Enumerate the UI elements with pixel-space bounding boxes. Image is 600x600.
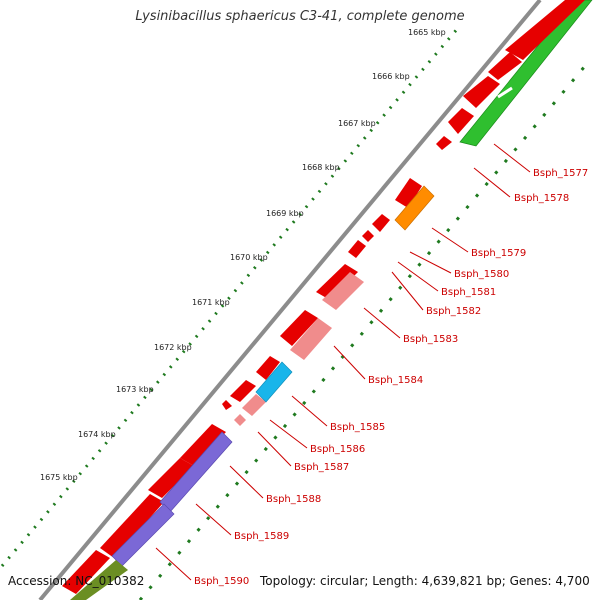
gene-arrow xyxy=(348,240,366,258)
leader-line xyxy=(195,503,232,536)
gene-reverse xyxy=(234,414,246,426)
ruler-label: 1669 kbp xyxy=(266,209,304,218)
inner-dashed-track xyxy=(138,59,592,600)
gene-label[interactable]: Bsph_1590 xyxy=(194,576,249,587)
genome-backbone xyxy=(38,0,542,600)
gene-arrow xyxy=(436,136,452,150)
gene-arrow xyxy=(222,400,232,410)
ruler-label: 1672 kbp xyxy=(154,343,192,352)
gene-arrow xyxy=(256,356,280,380)
gene-label[interactable]: Bsph_1577 xyxy=(533,168,588,179)
gene-label[interactable]: Bsph_1578 xyxy=(514,193,569,204)
gene-arrow xyxy=(100,494,164,558)
leader-line xyxy=(155,547,192,581)
orange-feature xyxy=(394,185,435,231)
leader-lines xyxy=(155,143,531,581)
accession-value: NC_010382 xyxy=(75,574,145,588)
ruler-label: 1671 kbp xyxy=(192,298,230,307)
ruler-labels: 1665 kbp 1666 kbp 1667 kbp 1668 kbp 1669 kbp… xyxy=(40,28,446,482)
gene-arrow xyxy=(230,380,256,402)
topology-value: circular xyxy=(319,574,365,588)
gene-arrow xyxy=(463,76,500,108)
ruler-label: 1673 kbp xyxy=(116,385,154,394)
topology-label: Topology: xyxy=(260,574,317,588)
leader-line xyxy=(397,261,439,292)
gene-reverse xyxy=(242,394,266,416)
gene-arrow xyxy=(395,178,422,208)
ruler-label: 1674 kbp xyxy=(78,430,116,439)
ruler-dotted-track xyxy=(0,27,460,567)
leader-line xyxy=(431,227,469,253)
gene-arrow xyxy=(280,310,318,346)
gene-arrow xyxy=(62,550,110,594)
leader-line xyxy=(229,465,264,499)
olive-feature xyxy=(70,560,128,600)
map-title: Lysinibacillus sphaericus C3-41, complet… xyxy=(135,9,465,24)
ruler-label: 1665 kbp xyxy=(408,28,446,37)
gene-arrow xyxy=(448,108,474,134)
leader-line xyxy=(493,143,531,173)
leader-line xyxy=(291,395,328,427)
ruler-label: 1666 kbp xyxy=(372,72,410,81)
gene-arrow xyxy=(372,214,390,232)
green-track-segment xyxy=(459,0,593,147)
gene-arrow xyxy=(316,264,358,300)
gene-label[interactable]: Bsph_1580 xyxy=(454,269,509,280)
gene-label[interactable]: Bsph_1583 xyxy=(403,334,458,345)
length-value: 4,639,821 bp xyxy=(421,574,502,588)
gene-label[interactable]: Bsph_1581 xyxy=(441,287,496,298)
gene-label[interactable]: Bsph_1584 xyxy=(368,375,423,386)
gene-label[interactable]: Bsph_1587 xyxy=(294,462,349,473)
leader-line xyxy=(363,307,401,339)
leader-line xyxy=(269,419,308,449)
gene-reverse xyxy=(290,318,332,360)
genes-label: Genes: xyxy=(509,574,552,588)
ruler-label: 1667 kbp xyxy=(338,119,376,128)
gene-label[interactable]: Bsph_1585 xyxy=(330,422,385,433)
accession-label: Accession: xyxy=(8,574,72,588)
gene-label[interactable]: Bsph_1579 xyxy=(471,248,526,259)
ruler-label: 1668 kbp xyxy=(302,163,340,172)
gene-arrow xyxy=(488,52,522,80)
leader-line xyxy=(473,167,511,198)
leader-line xyxy=(333,345,366,380)
leader-line xyxy=(391,271,424,311)
gene-arrow xyxy=(148,458,194,498)
ruler-label: 1670 kbp xyxy=(230,253,268,262)
gene-arrow xyxy=(362,230,374,242)
accession-info: Accession: NC_010382 xyxy=(8,574,144,588)
gene-arrow xyxy=(180,424,226,466)
cyan-feature xyxy=(255,361,293,403)
leader-line xyxy=(257,431,292,467)
gene-label[interactable]: Bsph_1589 xyxy=(234,531,289,542)
green-track-gap xyxy=(497,86,513,99)
gene-reverse xyxy=(322,272,364,310)
gene-label[interactable]: Bsph_1588 xyxy=(266,494,321,505)
length-label: Length: xyxy=(372,574,418,588)
genome-stats: Topology: circular; Length: 4,639,821 bp… xyxy=(260,574,590,588)
ruler-label: 1675 kbp xyxy=(40,473,78,482)
gene-labels: Bsph_1577 Bsph_1578 Bsph_1579 Bsph_1580 Bsph… xyxy=(194,168,588,587)
genes-value: 4,700 xyxy=(555,574,590,588)
leader-line xyxy=(409,251,452,274)
gene-label[interactable]: Bsph_1586 xyxy=(310,444,365,455)
gene-arrow xyxy=(505,0,585,60)
gene-label[interactable]: Bsph_1582 xyxy=(426,306,481,317)
